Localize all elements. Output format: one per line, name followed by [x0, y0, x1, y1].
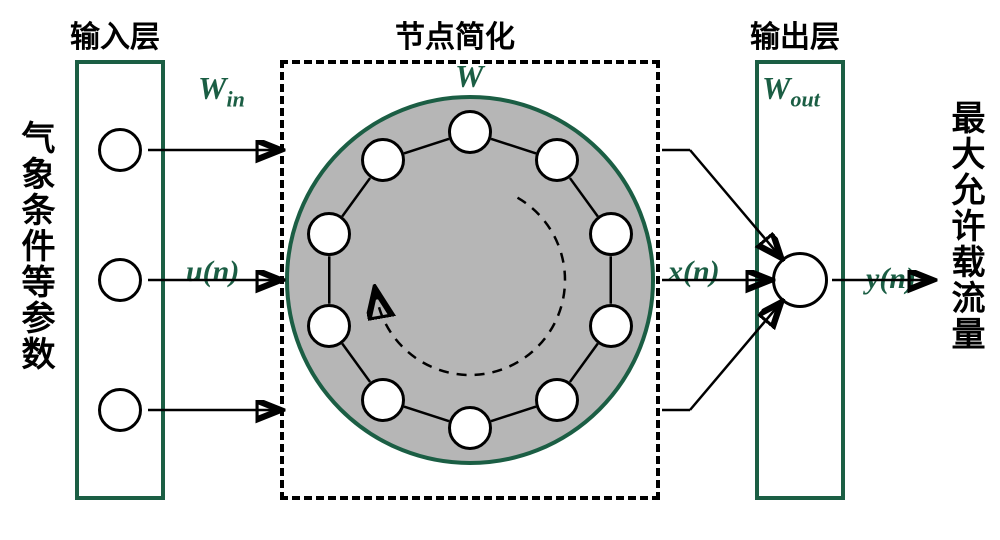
output-node [772, 252, 828, 308]
w-out-label: Wout [762, 70, 820, 112]
reservoir-node-7 [307, 304, 351, 348]
u-n-label: u(n) [186, 255, 239, 289]
output-description: 最大允许载流量 [940, 100, 989, 352]
reservoir-node-0 [448, 110, 492, 154]
reservoir-node-3 [589, 304, 633, 348]
input-description: 气象条件等参数 [10, 120, 59, 372]
x-n-label: x(n) [668, 255, 720, 289]
reservoir-node-2 [589, 212, 633, 256]
label-output-layer: 输出层 [750, 12, 840, 56]
reservoir-node-5 [448, 406, 492, 450]
reservoir-node-6 [361, 378, 405, 422]
label-node-simplify: 节点简化 [395, 12, 515, 56]
input-node-0 [98, 128, 142, 172]
label-input-layer: 输入层 [70, 12, 160, 56]
w-label: W [455, 58, 483, 95]
y-n-label: y(n) [866, 262, 916, 296]
w-in-label: Win [198, 70, 245, 112]
reservoir-node-9 [361, 138, 405, 182]
input-node-1 [98, 258, 142, 302]
reservoir-node-1 [535, 138, 579, 182]
input-node-2 [98, 388, 142, 432]
reservoir-node-4 [535, 378, 579, 422]
